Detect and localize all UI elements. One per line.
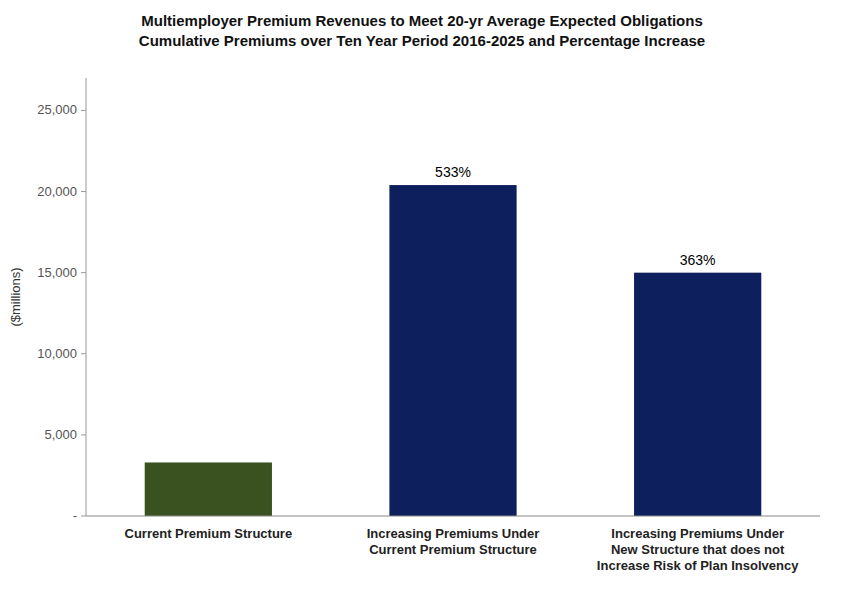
bars [145, 185, 762, 516]
y-tick [81, 353, 86, 354]
y-tick [81, 110, 86, 111]
y-tick-label: 15,000 [37, 265, 77, 280]
text-line: Increase Risk of Plan Insolvency [597, 558, 799, 573]
y-tick-label: 20,000 [37, 184, 77, 199]
y-tick-label: 10,000 [37, 346, 77, 361]
text-line: Increasing Premiums Under [611, 526, 784, 541]
y-tick [81, 272, 86, 273]
y-tick-label: 5,000 [44, 427, 77, 442]
annotation: 363% [680, 252, 716, 268]
annotation: 533% [435, 164, 471, 180]
text-line: Increasing Premiums Under [367, 526, 540, 541]
text-line: Current Premium Structure [369, 542, 537, 557]
y-tick [81, 516, 86, 517]
subtitle: Cumulative Premiums over Ten Year Period… [139, 32, 705, 49]
title: Multiemployer Premium Revenues to Meet 2… [141, 12, 703, 29]
text-line: New Structure that does not [611, 542, 785, 557]
y-axis-label: ($millions) [8, 267, 23, 326]
y-axis-line [86, 78, 87, 516]
x-axis-line [86, 516, 820, 517]
chart-container: Multiemployer Premium Revenues to Meet 2… [0, 0, 844, 600]
x-tick-label: Increasing Premiums UnderNew Structure t… [597, 526, 799, 573]
y-tick [81, 191, 86, 192]
y-tick-label: - [73, 508, 77, 523]
y-tick-label: 25,000 [37, 102, 77, 117]
y-tick [81, 434, 86, 435]
text-line: Current Premium Structure [125, 526, 293, 541]
bar [145, 462, 272, 516]
x-tick-label: Current Premium Structure [125, 526, 293, 541]
bar [634, 273, 761, 516]
x-tick-label: Increasing Premiums UnderCurrent Premium… [367, 526, 540, 557]
bar [389, 185, 516, 516]
chart-svg: Multiemployer Premium Revenues to Meet 2… [0, 0, 844, 600]
